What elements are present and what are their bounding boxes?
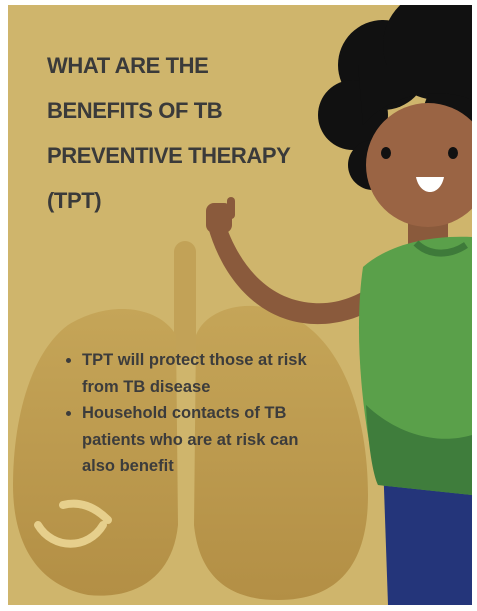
bullet-item: TPT will protect those at risk from TB d… bbox=[82, 347, 322, 400]
bullet-list: TPT will protect those at risk from TB d… bbox=[60, 347, 322, 480]
bullet-item: Household contacts of TB patients who ar… bbox=[82, 400, 322, 480]
title-line: WHAT ARE THE bbox=[47, 43, 290, 88]
page: WHAT ARE THEBENEFITS OF TBPREVENTIVE THE… bbox=[0, 0, 477, 611]
title-line: (TPT) bbox=[47, 178, 290, 223]
title-line: PREVENTIVE THERAPY bbox=[47, 133, 290, 178]
title-line: BENEFITS OF TB bbox=[47, 88, 290, 133]
